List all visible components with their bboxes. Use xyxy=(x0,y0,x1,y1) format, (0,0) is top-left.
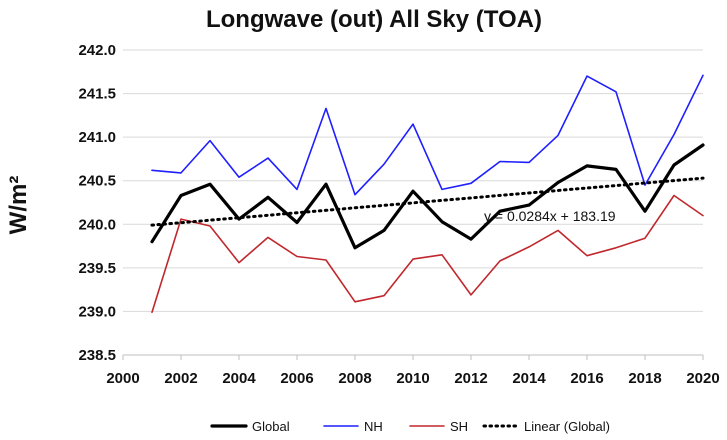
y-tick-label: 239.5 xyxy=(78,260,116,277)
trendline-line xyxy=(150,176,705,227)
legend-entry: Linear (Global) xyxy=(524,419,610,434)
gridlines xyxy=(123,49,703,356)
legend: Global NH SH Linear (Global) xyxy=(210,419,610,434)
x-tick-label: 2004 xyxy=(222,370,256,387)
y-tick-label: 239.0 xyxy=(78,303,116,320)
y-tick-label: 242.0 xyxy=(78,42,116,59)
x-tick-label: 2008 xyxy=(338,370,371,387)
y-tick-label: 241.5 xyxy=(78,86,116,103)
series-line-global xyxy=(150,143,705,250)
x-tick-label: 2012 xyxy=(454,370,487,387)
series-line-sh xyxy=(151,194,704,314)
y-axis-label: W/m² xyxy=(5,176,32,235)
trendline xyxy=(150,176,705,227)
trendline-equation: y = 0.0284x + 183.19 xyxy=(484,208,616,224)
series-line-nh xyxy=(151,74,704,196)
x-tick-label: 2000 xyxy=(106,370,139,387)
x-tick-labels: 2000 2002 2004 2006 2008 2010 2012 2014 2016 2018… xyxy=(106,370,719,387)
y-tick-labels: 238.5 239.0 239.5 240.0 240.5 241.0 241.5 242.0 xyxy=(78,42,116,364)
x-tick-label: 2018 xyxy=(628,370,661,387)
x-tick-label: 2020 xyxy=(686,370,719,387)
y-tick-label: 240.0 xyxy=(78,216,116,233)
x-tick-label: 2002 xyxy=(164,370,197,387)
legend-entry: Global xyxy=(252,419,290,434)
x-tick-label: 2010 xyxy=(396,370,429,387)
chart-title: Longwave (out) All Sky (TOA) xyxy=(206,6,542,33)
x-tick-label: 2006 xyxy=(280,370,313,387)
y-tick-label: 240.5 xyxy=(78,173,116,190)
y-tick-label: 241.0 xyxy=(78,129,116,146)
x-tick-label: 2016 xyxy=(570,370,603,387)
legend-entry: NH xyxy=(364,419,383,434)
legend-entry: SH xyxy=(450,419,468,434)
y-tick-label: 238.5 xyxy=(78,347,116,364)
axes xyxy=(122,354,704,360)
series-lines xyxy=(150,74,705,314)
x-tick-label: 2014 xyxy=(512,370,546,387)
